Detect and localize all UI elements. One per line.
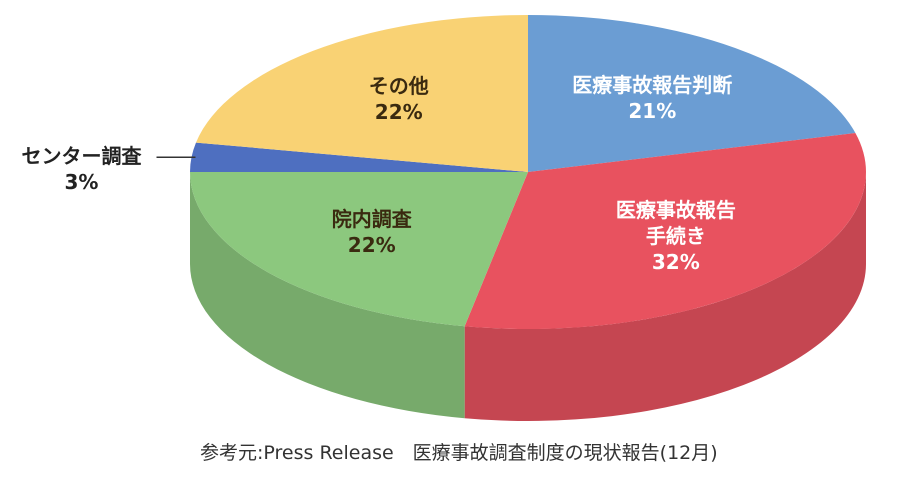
pie-slice (464, 132, 866, 329)
category-label: 医療事故報告 手続き (615, 198, 736, 249)
pie-slice (190, 172, 528, 327)
value-label: 32% (651, 250, 700, 275)
slice-label: 院内調査 22% (332, 206, 412, 258)
slice-label: 医療事故報告 手続き 32% (616, 197, 736, 275)
slice-label: センター調査 3% (22, 143, 142, 195)
pie-slice (190, 142, 528, 172)
category-label: センター調査 (21, 144, 142, 169)
value-label: 22% (347, 233, 396, 258)
category-label: 医療事故報告判断 (572, 72, 733, 97)
category-label: 院内調査 (331, 207, 412, 232)
pie-slice (195, 15, 528, 172)
pie-slice (528, 15, 856, 172)
source-note: 参考元:Press Release 医療事故調査制度の現状報告(12月) (200, 442, 718, 464)
slice-label: その他 22% (369, 73, 429, 125)
value-label: 21% (628, 98, 677, 123)
value-label: 22% (374, 100, 423, 125)
pie-side (464, 172, 866, 421)
slice-label: 医療事故報告判断 21% (572, 72, 732, 124)
category-label: その他 (368, 74, 429, 99)
pie-side (190, 172, 465, 419)
value-label: 3% (64, 170, 99, 195)
